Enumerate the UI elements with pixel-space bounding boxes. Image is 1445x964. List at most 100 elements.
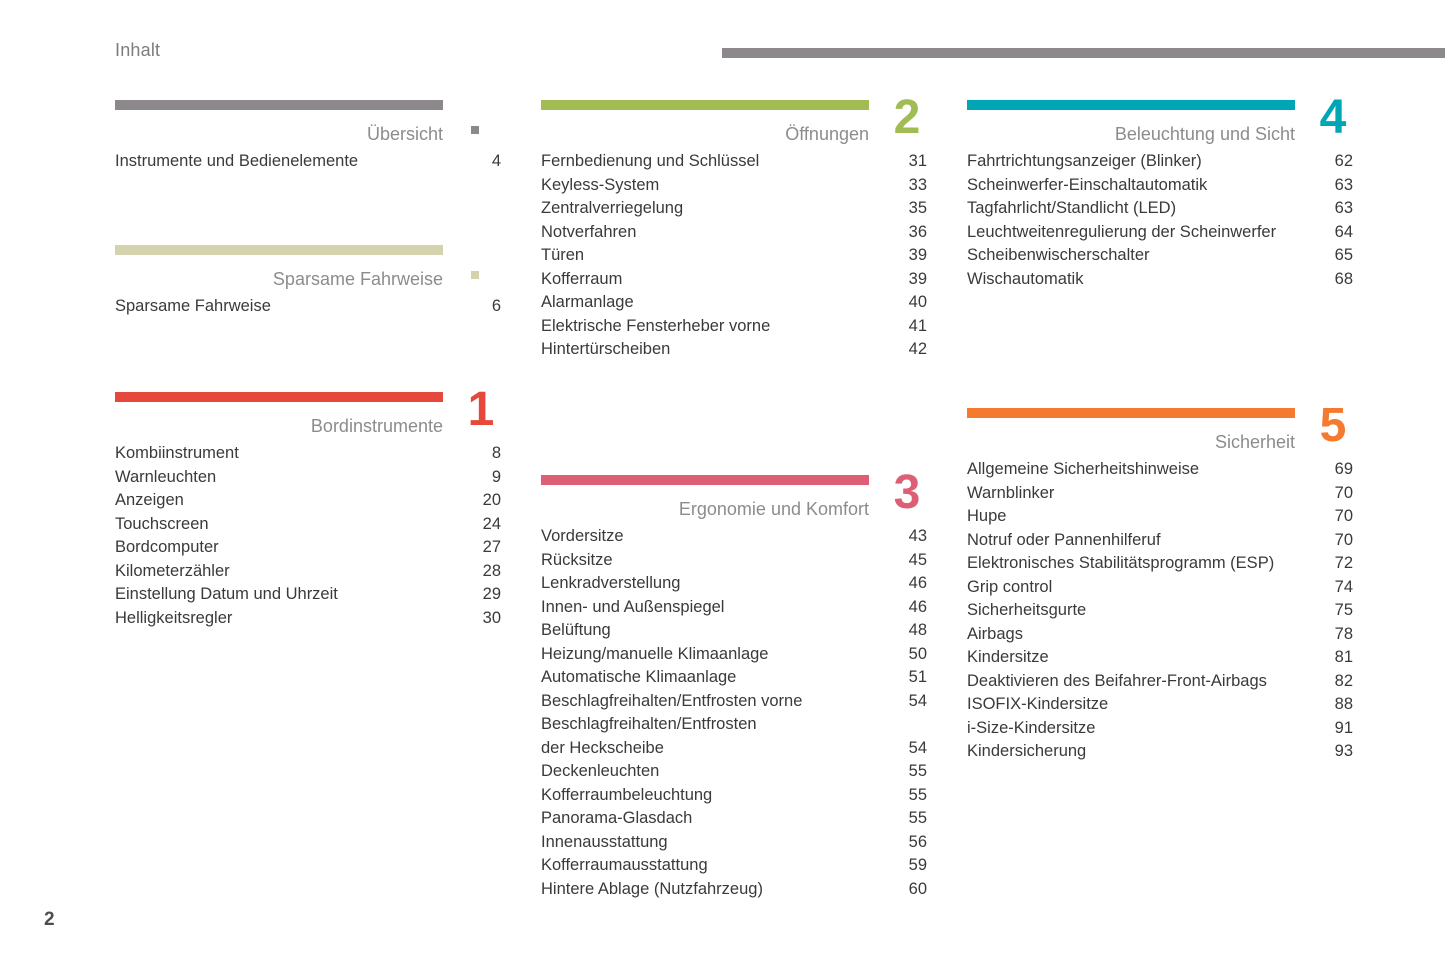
toc-entry-page: 43 — [908, 527, 927, 545]
toc-entry-label: Einstellung Datum und Uhrzeit — [115, 585, 338, 603]
toc-entry-label: i-Size-Kindersitze — [967, 718, 1096, 737]
toc-entry: Kombiinstrument 8 — [115, 442, 501, 466]
toc-entry: Airbags 78 — [967, 623, 1353, 647]
section-sparsame-fahrweise: Sparsame Fahrweise Sparsame Fahrweise 6 — [115, 245, 501, 319]
toc-entry-list: Instrumente und Bedienelemente 4 — [115, 150, 501, 174]
toc-entry-label: Fernbedienung und Schlüssel — [541, 152, 760, 170]
section-number: 4 — [1319, 91, 1347, 144]
toc-entry-label: Kofferraumausstattung — [541, 856, 708, 874]
toc-entry-label: Kofferraumbeleuchtung — [541, 785, 713, 804]
toc-entry-page: 46 — [908, 574, 927, 592]
toc-entry: Heizung/manuelle Klimaanlage 50 — [541, 643, 927, 667]
toc-entry-page: 62 — [1334, 152, 1353, 170]
toc-entry-label: Sicherheitsgurte — [967, 601, 1087, 619]
toc-entry: Sparsame Fahrweise 6 — [115, 295, 501, 319]
toc-entry-label: Warnleuchten — [115, 467, 217, 486]
toc-entry-label: Lenkradverstellung — [541, 574, 681, 592]
toc-entry-page: 60 — [908, 879, 927, 898]
toc-entry: Tagfahrlicht/Standlicht (LED) 63 — [967, 197, 1353, 221]
toc-entry-page: 51 — [908, 668, 927, 686]
section-color-bar — [115, 100, 443, 110]
section-color-bar — [967, 100, 1295, 110]
toc-entry-list: Fernbedienung und Schlüssel 31 Keyless-S… — [541, 150, 927, 362]
toc-entry-label: Instrumente und Bedienelemente — [115, 152, 359, 170]
toc-entry: Elektronisches Stabilitätsprogramm (ESP)… — [967, 552, 1353, 576]
toc-entry: Kofferraumbeleuchtung 55 — [541, 784, 927, 808]
toc-entry-label: Kombiinstrument — [115, 444, 239, 462]
toc-entry: Zentralverriegelung 35 — [541, 197, 927, 221]
toc-entry: Panorama-Glasdach 55 — [541, 807, 927, 831]
toc-entry-page: 56 — [908, 832, 927, 851]
page-title: Inhalt — [115, 40, 161, 60]
toc-entry-page: 81 — [1334, 648, 1353, 666]
toc-entry: Innen- und Außenspiegel 46 — [541, 596, 927, 620]
section-square-marker — [471, 126, 479, 134]
section-beleuchtung-und-sicht: 4 Beleuchtung und Sicht Fahrtrichtungsan… — [967, 94, 1353, 291]
toc-entry: Anzeigen 20 — [115, 489, 501, 513]
toc-entry-label: Kilometerzähler — [115, 561, 230, 580]
section-oeffnungen: 2 Öffnungen Fernbedienung und Schlüssel … — [541, 94, 927, 362]
toc-entry: i-Size-Kindersitze 91 — [967, 717, 1353, 741]
toc-entry-page: 93 — [1334, 742, 1353, 760]
toc-entry: Elektrische Fensterheber vorne 41 — [541, 315, 927, 339]
toc-entry-page: 39 — [908, 246, 927, 264]
toc-entry: Hintere Ablage (Nutzfahrzeug) 60 — [541, 878, 927, 902]
toc-entry: Notruf oder Pannenhilferuf 70 — [967, 529, 1353, 553]
toc-entry-label: Keyless-System — [541, 175, 660, 194]
toc-entry-page: 36 — [908, 222, 927, 241]
toc-entry-page: 48 — [908, 621, 927, 639]
toc-entry: Allgemeine Sicherheitshinweise 69 — [967, 458, 1353, 482]
toc-entry-page: 82 — [1334, 671, 1353, 690]
toc-entry-page: 8 — [491, 444, 501, 462]
toc-entry: Deaktivieren des Beifahrer-Front-Airbags… — [967, 670, 1353, 694]
toc-entry-page: 20 — [482, 491, 501, 509]
toc-entry-label: Scheinwerfer-Einschaltautomatik — [967, 175, 1208, 194]
toc-entry-label: Sparsame Fahrweise — [115, 297, 271, 315]
toc-entry-label: Kindersicherung — [967, 742, 1087, 760]
toc-entry-label: Grip control — [967, 577, 1053, 596]
toc-entry-page: 41 — [908, 316, 927, 335]
toc-entry-page: 88 — [1334, 695, 1353, 713]
toc-entry-label: Deckenleuchten — [541, 762, 660, 780]
toc-entry-label: Panorama-Glasdach — [541, 809, 693, 827]
toc-entry-label: Zentralverriegelung — [541, 199, 684, 217]
toc-entry-page: 46 — [908, 597, 927, 616]
toc-entry-label: Allgemeine Sicherheitshinweise — [967, 460, 1200, 478]
toc-entry-page: 45 — [908, 550, 927, 569]
toc-entry-label: Airbags — [967, 624, 1023, 643]
toc-entry-page: 59 — [908, 856, 927, 874]
toc-entry-page: 69 — [1334, 460, 1353, 478]
toc-entry-list: Fahrtrichtungsanzeiger (Blinker) 62 Sche… — [967, 150, 1353, 291]
toc-entry: ISOFIX-Kindersitze 88 — [967, 693, 1353, 717]
section-number: 3 — [893, 466, 921, 519]
toc-entry-page: 39 — [908, 269, 927, 288]
toc-entry: Vordersitze 43 — [541, 525, 927, 549]
toc-entry-label: Hintertürscheiben — [541, 340, 671, 358]
section-number: 5 — [1319, 399, 1347, 452]
section-color-bar — [115, 392, 443, 402]
toc-entry-label: Beschlagfreihalten/Entfrosten der Hecksc… — [541, 715, 757, 757]
toc-entry: Fernbedienung und Schlüssel 31 — [541, 150, 927, 174]
toc-entry-list: Kombiinstrument 8 Warnleuchten 9 Anzeige… — [115, 442, 501, 630]
toc-entry-page: 91 — [1334, 718, 1353, 737]
toc-entry: Hintertürscheiben 42 — [541, 338, 927, 362]
toc-entry-page: 6 — [491, 297, 501, 315]
toc-entry: Einstellung Datum und Uhrzeit 29 — [115, 583, 501, 607]
toc-entry: Instrumente und Bedienelemente 4 — [115, 150, 501, 174]
toc-entry-page: 68 — [1334, 269, 1353, 288]
toc-entry-label: Rücksitze — [541, 550, 613, 569]
toc-entry: Grip control 74 — [967, 576, 1353, 600]
toc-entry-page: 64 — [1334, 222, 1353, 241]
toc-entry: Hupe 70 — [967, 505, 1353, 529]
toc-entry-label: Alarmanlage — [541, 293, 634, 311]
section-uebersicht: Übersicht Instrumente und Bedienelemente… — [115, 100, 501, 174]
toc-entry-label: Belüftung — [541, 621, 611, 639]
toc-entry-label: Deaktivieren des Beifahrer-Front-Airbags — [967, 671, 1267, 690]
toc-entry-page: 24 — [482, 514, 501, 533]
toc-entry-label: Notruf oder Pannenhilferuf — [967, 530, 1161, 549]
toc-entry-page: 65 — [1334, 246, 1353, 264]
toc-entry: Innenausstattung 56 — [541, 831, 927, 855]
toc-entry-page: 55 — [908, 785, 927, 804]
toc-entry: Warnblinker 70 — [967, 482, 1353, 506]
section-title: Übersicht — [366, 124, 443, 144]
